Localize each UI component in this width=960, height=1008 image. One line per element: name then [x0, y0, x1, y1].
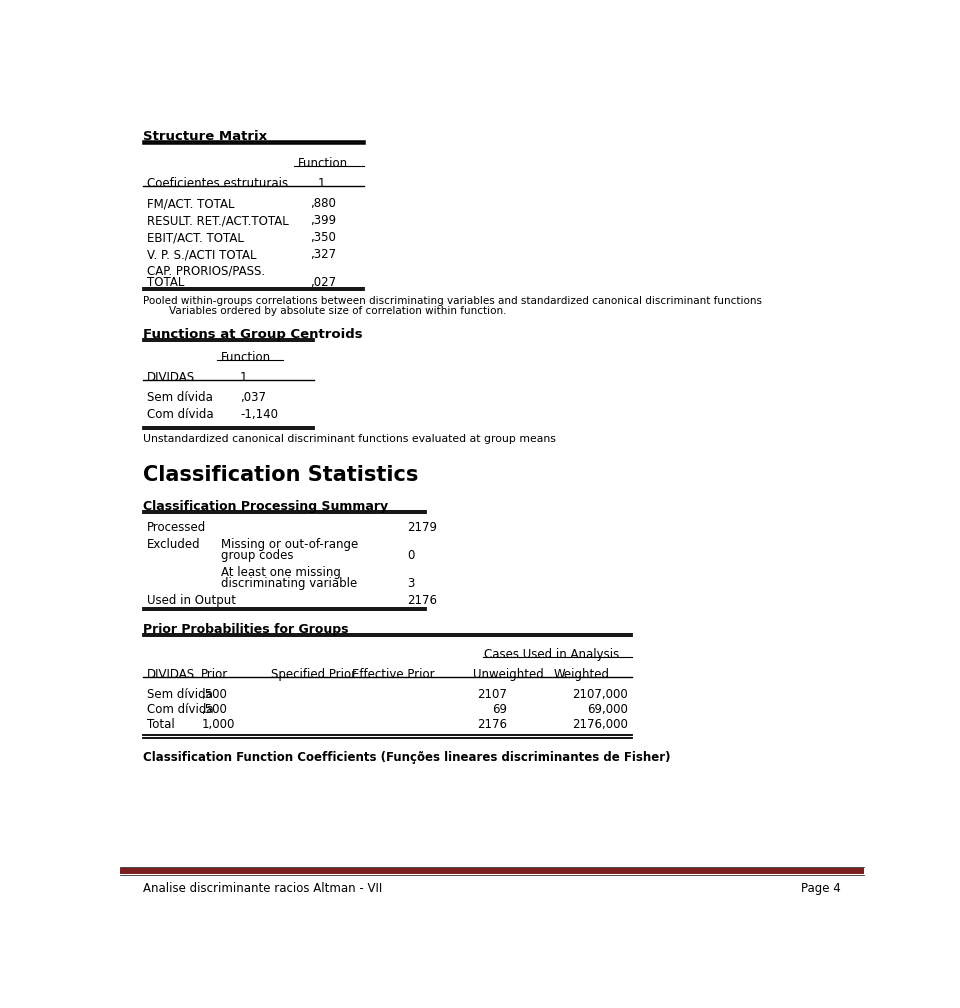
Text: Prior: Prior: [202, 667, 228, 680]
Text: Missing or out-of-range: Missing or out-of-range: [221, 538, 358, 551]
Text: -1,140: -1,140: [240, 408, 278, 421]
Text: ,500: ,500: [202, 687, 228, 701]
Text: Processed: Processed: [147, 521, 206, 534]
Text: EBIT/ACT. TOTAL: EBIT/ACT. TOTAL: [147, 231, 244, 244]
Text: ,027: ,027: [310, 276, 336, 288]
Text: DIVIDAS: DIVIDAS: [147, 667, 195, 680]
Text: Unweighted: Unweighted: [472, 667, 543, 680]
Text: 69,000: 69,000: [587, 704, 628, 716]
Text: CAP. PRORIOS/PASS.: CAP. PRORIOS/PASS.: [147, 265, 265, 278]
Text: Com dívida: Com dívida: [147, 704, 214, 716]
Text: ,037: ,037: [240, 391, 266, 404]
Text: Sem dívida: Sem dívida: [147, 391, 213, 404]
Text: 1: 1: [318, 177, 325, 191]
Text: discriminating variable: discriminating variable: [221, 577, 357, 590]
Text: 0: 0: [407, 549, 414, 562]
Text: 2176,000: 2176,000: [572, 719, 628, 732]
Text: Specified Prior: Specified Prior: [271, 667, 356, 680]
Text: Function: Function: [299, 157, 348, 170]
Text: 2179: 2179: [407, 521, 437, 534]
Text: DIVIDAS: DIVIDAS: [147, 371, 195, 384]
Text: Excluded: Excluded: [147, 538, 201, 551]
Text: Function: Function: [221, 351, 271, 364]
Text: ,350: ,350: [310, 231, 336, 244]
Text: Structure Matrix: Structure Matrix: [143, 130, 268, 143]
Text: Classification Statistics: Classification Statistics: [143, 465, 419, 485]
Text: Analise discriminante racios Altman - VII: Analise discriminante racios Altman - VI…: [143, 882, 382, 895]
Text: Com dívida: Com dívida: [147, 408, 214, 421]
Text: Classification Function Coefficients (Funções lineares discriminantes de Fisher): Classification Function Coefficients (Fu…: [143, 751, 671, 764]
Text: FM/ACT. TOTAL: FM/ACT. TOTAL: [147, 198, 234, 211]
Text: Used in Output: Used in Output: [147, 594, 236, 607]
Text: Pooled within-groups correlations between discriminating variables and standardi: Pooled within-groups correlations betwee…: [143, 295, 762, 305]
Text: 1: 1: [240, 371, 248, 384]
Text: 69: 69: [492, 704, 508, 716]
Bar: [120, 868, 864, 874]
Text: 2176: 2176: [407, 594, 437, 607]
Text: V. P. S./ACTI TOTAL: V. P. S./ACTI TOTAL: [147, 248, 256, 261]
Text: Classification Processing Summary: Classification Processing Summary: [143, 500, 389, 513]
Text: Prior Probabilities for Groups: Prior Probabilities for Groups: [143, 623, 348, 636]
Text: Functions at Group Centroids: Functions at Group Centroids: [143, 328, 363, 341]
Text: ,880: ,880: [310, 198, 336, 211]
Text: ,327: ,327: [310, 248, 336, 261]
Text: ,500: ,500: [202, 704, 228, 716]
Text: 2107: 2107: [478, 687, 508, 701]
Text: Unstandardized canonical discriminant functions evaluated at group means: Unstandardized canonical discriminant fu…: [143, 434, 556, 445]
Text: Cases Used in Analysis: Cases Used in Analysis: [484, 648, 619, 660]
Text: Variables ordered by absolute size of correlation within function.: Variables ordered by absolute size of co…: [143, 305, 507, 316]
Text: 2176: 2176: [477, 719, 508, 732]
Text: ,399: ,399: [310, 214, 336, 227]
Text: Total: Total: [147, 719, 175, 732]
Text: 1,000: 1,000: [202, 719, 235, 732]
Text: Page 4: Page 4: [801, 882, 841, 895]
Text: TOTAL: TOTAL: [147, 276, 184, 288]
Text: Sem dívida: Sem dívida: [147, 687, 213, 701]
Text: Coeficientes estruturais: Coeficientes estruturais: [147, 177, 288, 191]
Text: 3: 3: [407, 577, 414, 590]
Text: 2107,000: 2107,000: [572, 687, 628, 701]
Text: At least one missing: At least one missing: [221, 566, 341, 579]
Text: group codes: group codes: [221, 549, 293, 562]
Text: RESULT. RET./ACT.TOTAL: RESULT. RET./ACT.TOTAL: [147, 214, 289, 227]
Text: Weighted: Weighted: [554, 667, 610, 680]
Text: Effective Prior: Effective Prior: [352, 667, 435, 680]
